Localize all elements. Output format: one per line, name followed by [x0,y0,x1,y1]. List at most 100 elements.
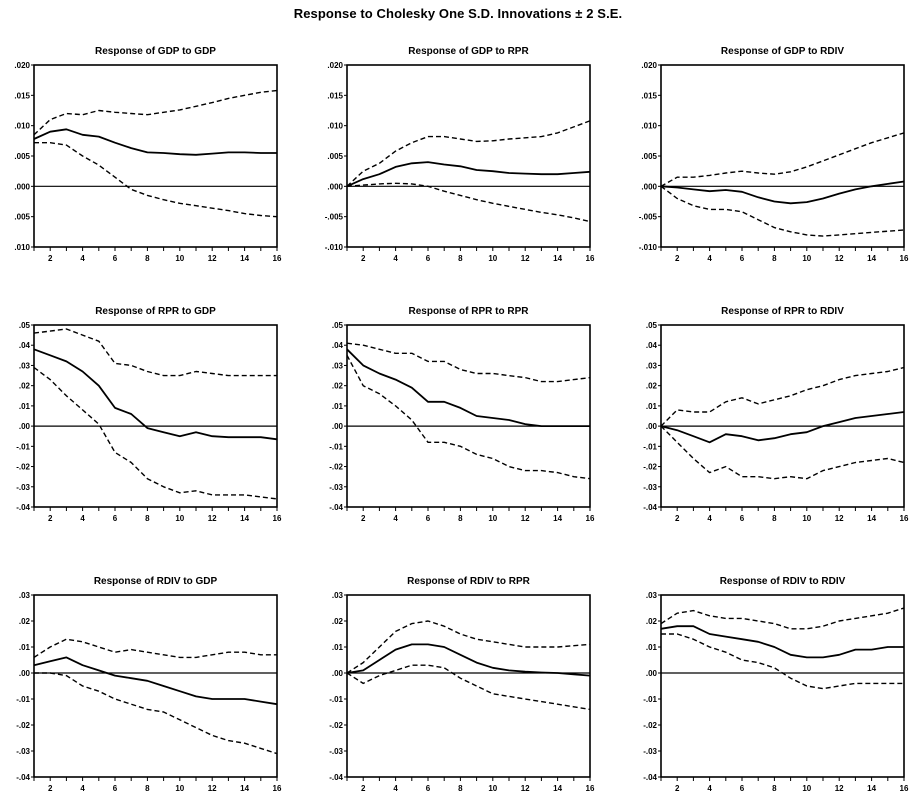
x-tick-label: 4 [80,254,85,263]
y-tick-label: .00 [332,669,344,678]
chart-title: Response of RDIV to RDIV [720,576,846,587]
x-tick-label: 8 [772,514,777,523]
x-tick-label: 2 [48,784,53,793]
chart-panel: Response of RDIV to GDP .03 .02 .01 .00 -.01 -… [16,576,282,793]
x-tick-label: 8 [145,784,150,793]
y-tick-label: -.01 [16,442,30,451]
x-tick-label: 16 [586,254,595,263]
chart-title: Response of RPR to GDP [95,306,216,317]
y-tick-label: -.02 [16,463,30,472]
x-tick-label: 16 [586,784,595,793]
y-tick-label: -.01 [643,695,657,704]
chart-title: Response of GDP to GDP [95,46,216,57]
x-tick-label: 8 [145,254,150,263]
chart-title: Response of GDP to RDIV [721,46,844,57]
x-tick-label: 8 [772,784,777,793]
y-tick-label: .000 [327,182,343,191]
x-tick-label: 10 [488,254,497,263]
y-tick-label: .015 [641,91,657,100]
chart-title: Response of RPR to RDIV [721,306,844,317]
y-tick-label: .02 [646,382,658,391]
x-tick-label: 10 [175,784,184,793]
plot-frame [346,594,591,778]
confidence-band-line [33,89,278,136]
impulse-response-line [346,348,590,428]
x-tick-label: 14 [553,254,562,263]
confidence-band-line [33,328,277,377]
chart-title: Response of RDIV to GDP [94,576,218,587]
x-tick-label: 14 [240,254,249,263]
x-tick-label: 2 [361,254,366,263]
x-tick-label: 6 [113,514,118,523]
y-tick-label: .03 [646,591,658,600]
confidence-band-line [346,664,591,711]
x-tick-label: 12 [208,784,217,793]
y-tick-label: -.03 [16,483,30,492]
y-tick-label: .01 [646,643,658,652]
y-tick-label: .015 [14,91,30,100]
y-tick-label: .005 [327,152,343,161]
chart-title: Response of GDP to RPR [408,46,529,57]
confidence-band-line [346,182,591,223]
y-tick-label: -.03 [16,747,30,756]
x-tick-label: 8 [458,254,463,263]
y-tick-label: .02 [19,382,31,391]
x-tick-label: 16 [273,784,282,793]
y-tick-label: .01 [332,643,344,652]
x-tick-label: 12 [521,784,530,793]
x-tick-label: 2 [48,254,53,263]
confidence-band-line [346,354,591,480]
confidence-band-line [661,633,904,690]
y-tick-label: -.03 [643,747,657,756]
y-tick-label: -.04 [329,503,343,512]
x-tick-label: 14 [867,784,876,793]
y-tick-label: .010 [641,122,657,131]
y-tick-label: .03 [332,591,344,600]
x-tick-label: 4 [393,784,398,793]
y-tick-label: .00 [19,422,31,431]
plot-frame [33,594,278,778]
plot-frame [346,64,591,248]
x-tick-label: 16 [900,784,909,793]
y-tick-label: -.01 [329,442,343,451]
x-tick-label: 14 [553,784,562,793]
x-tick-label: 12 [835,254,844,263]
x-tick-label: 16 [900,514,909,523]
chart-panel: Response of GDP to RPR .020 .015 .010 .005 .0… [325,46,595,263]
x-tick-label: 16 [900,254,909,263]
x-tick-label: 2 [675,254,680,263]
x-tick-label: 12 [521,514,530,523]
confidence-band-line [660,366,905,427]
confidence-band-line [660,425,905,480]
y-tick-label: -.02 [16,721,30,730]
y-tick-label: .04 [19,341,31,350]
confidence-band-line [33,638,277,659]
y-tick-label: .02 [332,382,344,391]
chart-title: Response of RPR to RPR [408,306,529,317]
y-tick-label: -.02 [329,721,343,730]
chart-panel: Response of RDIV to RPR .03 .02 .01 .00 -.01 -… [329,576,595,793]
y-tick-label: -.01 [16,695,30,704]
x-tick-label: 4 [707,254,712,263]
x-tick-label: 8 [458,514,463,523]
x-tick-label: 12 [208,254,217,263]
chart-panel: Response of RDIV to RDIV .03 .02 .01 .00 -.01… [643,576,909,793]
y-tick-label: .00 [19,669,31,678]
figure-title: Response to Cholesky One S.D. Innovation… [293,6,623,21]
y-tick-label: .05 [646,321,658,330]
y-tick-label: .000 [14,182,30,191]
x-tick-label: 2 [675,514,680,523]
impulse-response-line [660,625,904,659]
x-tick-label: 16 [273,254,282,263]
x-tick-label: 14 [867,254,876,263]
impulse-response-line [660,180,905,205]
confidence-band-line [660,132,905,187]
y-tick-label: -.04 [643,503,657,512]
confidence-band-line [346,342,591,383]
x-tick-label: 10 [488,514,497,523]
y-tick-label: .01 [19,643,31,652]
x-tick-label: 10 [802,784,811,793]
x-tick-label: 6 [113,254,118,263]
x-tick-label: 12 [835,784,844,793]
